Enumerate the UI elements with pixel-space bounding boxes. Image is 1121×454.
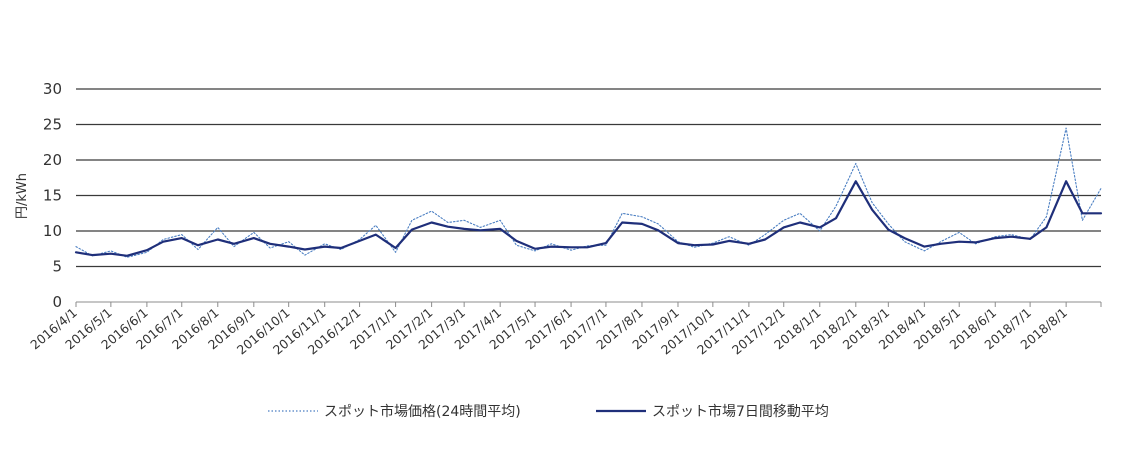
y-tick-label-15: 15 bbox=[43, 187, 62, 205]
y-tick-label-5: 5 bbox=[52, 258, 62, 276]
legend: スポット市場価格(24時間平均) スポット市場7日間移動平均 bbox=[268, 403, 829, 420]
y-tick-label-20: 20 bbox=[43, 151, 62, 169]
y-tick-label-0: 0 bbox=[52, 293, 62, 311]
series-line-moving-average bbox=[74, 180, 1103, 257]
series-lines bbox=[74, 127, 1103, 258]
y-tick-label-30: 30 bbox=[43, 80, 62, 98]
series-line-spot-price bbox=[75, 127, 1102, 258]
legend-label-moving-average: スポット市場7日間移動平均 bbox=[652, 403, 829, 420]
y-axis-ticks: 0 5 10 15 20 25 30 bbox=[43, 80, 62, 311]
y-tick-label-25: 25 bbox=[43, 116, 62, 134]
y-tick-label-10: 10 bbox=[43, 222, 62, 240]
y-axis-title: 円/kWh bbox=[15, 173, 30, 219]
x-axis: 2016/4/12016/5/12016/6/12016/7/12016/8/1… bbox=[27, 302, 1102, 357]
legend-label-spot-price: スポット市場価格(24時間平均) bbox=[324, 403, 521, 420]
gridlines bbox=[76, 88, 1101, 303]
